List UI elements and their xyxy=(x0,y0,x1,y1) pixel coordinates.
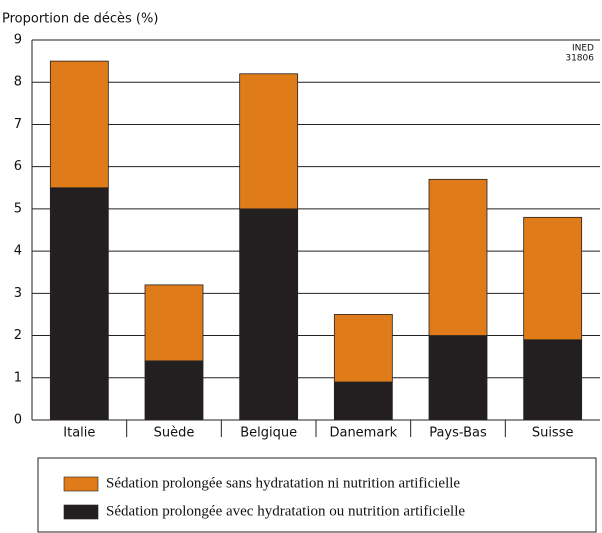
bar-segment xyxy=(333,381,393,421)
bar-segment xyxy=(333,314,393,383)
bar-segment xyxy=(523,339,583,421)
legend-swatch xyxy=(63,476,99,492)
x-tick-label: Danemark xyxy=(329,426,397,441)
y-axis-label: Proportion de décès (%) xyxy=(2,12,158,27)
bar-segment xyxy=(144,360,204,421)
legend-box xyxy=(37,457,597,533)
x-tick-label: Pays-Bas xyxy=(429,426,487,441)
bar-segment xyxy=(239,73,299,210)
bar-segment xyxy=(49,60,109,189)
legend-label: Sédation prolongée sans hydratation ni n… xyxy=(106,475,460,491)
x-tick-label: Suisse xyxy=(532,426,574,441)
y-tick-label: 0 xyxy=(14,413,22,428)
annotation: 31806 xyxy=(565,54,594,64)
bar-segment xyxy=(523,216,583,341)
y-tick-label: 7 xyxy=(14,117,22,132)
y-tick-label: 6 xyxy=(14,159,22,174)
y-tick-label: 4 xyxy=(14,244,22,259)
y-tick-label: 2 xyxy=(14,328,22,343)
y-tick-label: 5 xyxy=(14,201,22,216)
x-tick-label: Suède xyxy=(154,426,195,441)
legend-swatch xyxy=(63,504,99,520)
annotation: INED xyxy=(572,44,594,54)
x-tick-label: Italie xyxy=(63,426,95,441)
legend-label: Sédation prolongée avec hydratation ou n… xyxy=(106,503,465,519)
bar-segment xyxy=(239,208,299,421)
bar-segment xyxy=(428,335,488,421)
y-tick-label: 3 xyxy=(14,286,22,301)
bar-segment xyxy=(428,178,488,336)
y-tick-label: 8 xyxy=(14,75,22,90)
y-tick-label: 1 xyxy=(14,370,22,385)
y-tick-label: 9 xyxy=(14,33,22,48)
bar-segment xyxy=(144,284,204,362)
bar-segment xyxy=(49,187,109,421)
x-tick-label: Belgique xyxy=(240,426,297,441)
